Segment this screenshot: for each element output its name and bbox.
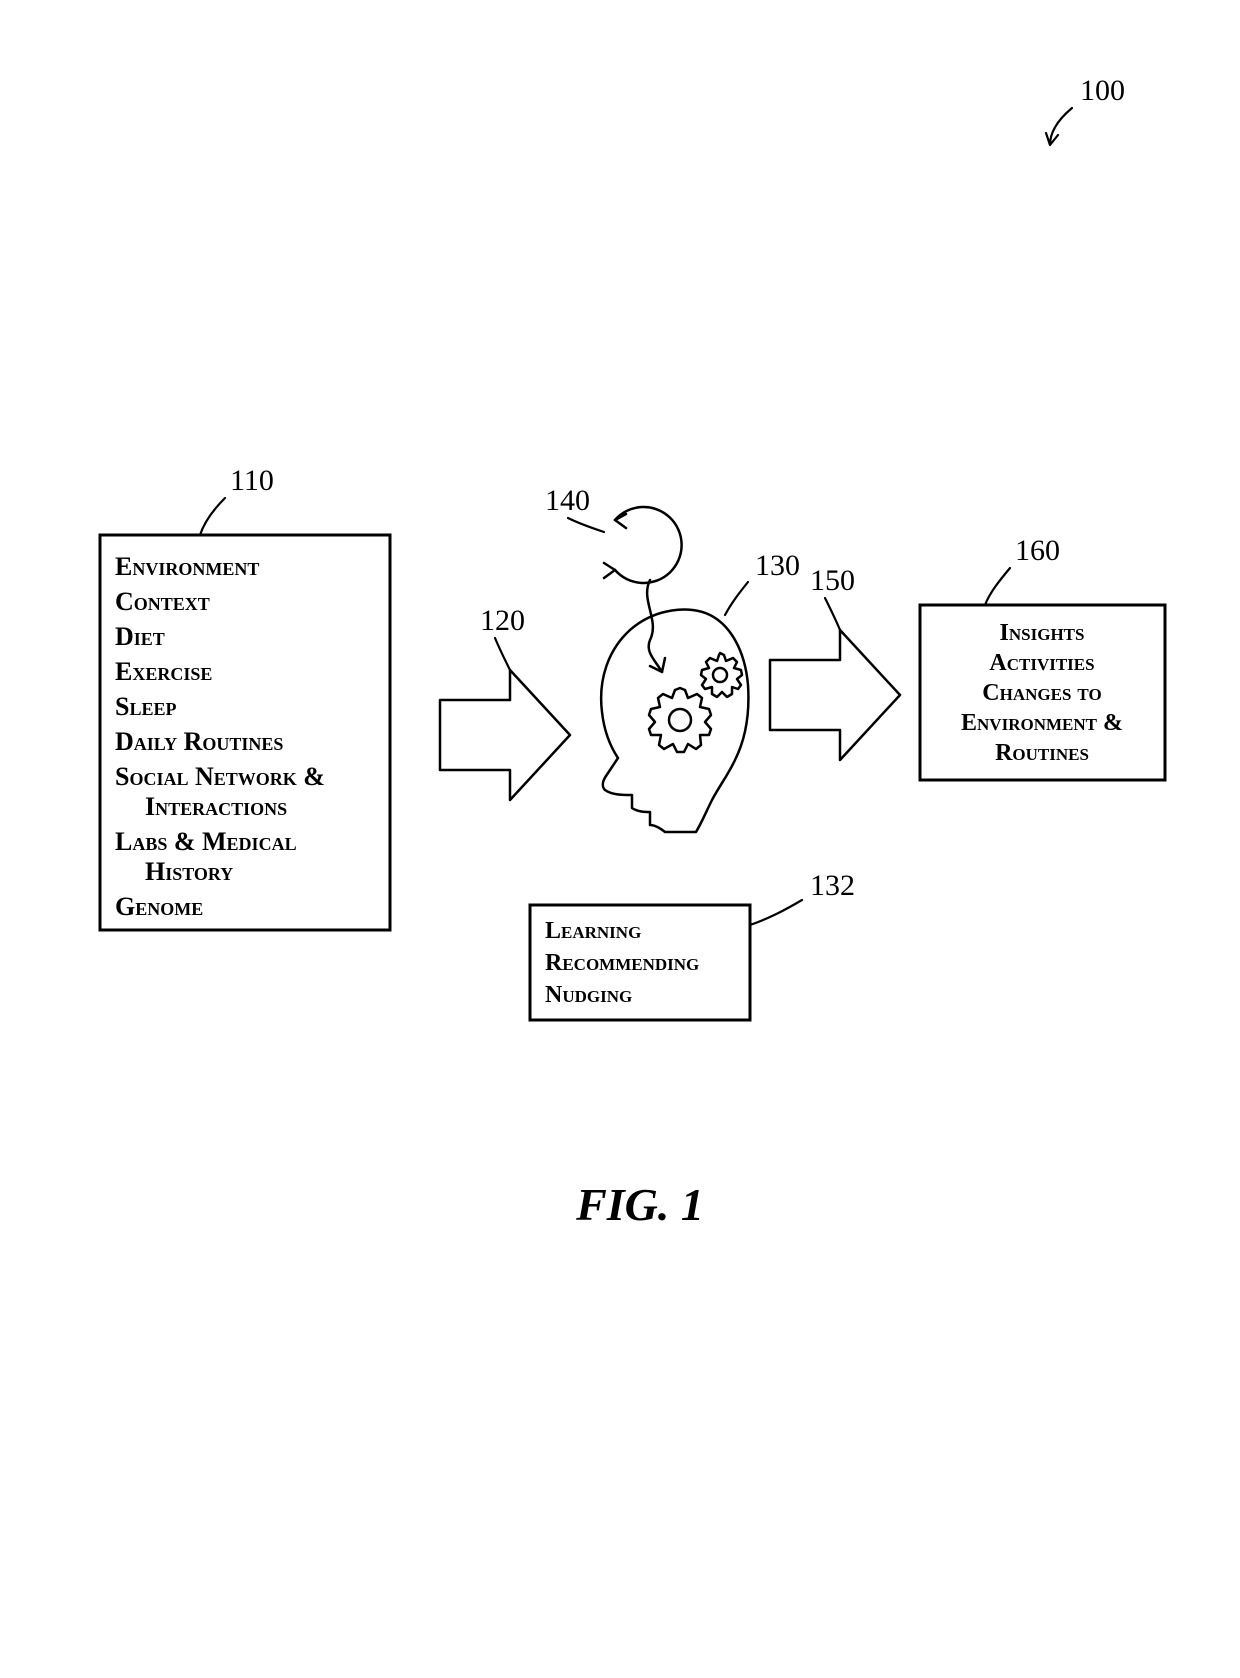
ref-100: 100 xyxy=(1080,74,1125,107)
figure-caption: FIG. 1 xyxy=(575,1179,704,1230)
outputs-box-text: Insights Activities Changes to Environme… xyxy=(961,620,1123,766)
svg-text:Genome: Genome xyxy=(115,892,203,921)
svg-text:Diet: Diet xyxy=(115,622,165,651)
svg-text:Interactions: Interactions xyxy=(145,792,287,821)
svg-text:Changes to: Changes to xyxy=(982,680,1101,706)
svg-text:Routines: Routines xyxy=(995,740,1089,766)
ref-150: 150 xyxy=(810,564,855,597)
svg-text:Labs & Medical: Labs & Medical xyxy=(115,827,297,856)
ref-132-leader xyxy=(750,900,802,925)
ref-160: 160 xyxy=(1015,534,1060,567)
ref-132: 132 xyxy=(810,869,855,902)
svg-text:Activities: Activities xyxy=(989,650,1094,676)
ref-120-leader xyxy=(495,638,510,670)
svg-text:Daily Routines: Daily Routines xyxy=(115,727,283,756)
ref-140-leader xyxy=(568,518,604,532)
ref-130-leader xyxy=(725,582,748,615)
arrow-120 xyxy=(440,670,570,800)
processes-box-text: Learning Recommending Nudging xyxy=(545,918,699,1008)
svg-text:Sleep: Sleep xyxy=(115,692,176,721)
svg-text:Social Network &: Social Network & xyxy=(115,762,325,791)
ref-100-leader xyxy=(1046,108,1072,145)
head-icon xyxy=(601,610,748,832)
figure-1-diagram: 100 Environment Context Diet Exercise Sl… xyxy=(0,0,1240,1678)
svg-text:Nudging: Nudging xyxy=(545,982,632,1008)
svg-text:Insights: Insights xyxy=(1000,620,1085,646)
ref-130: 130 xyxy=(755,549,800,582)
ref-110: 110 xyxy=(230,464,274,497)
ref-110-leader xyxy=(200,498,225,535)
ref-160-leader xyxy=(985,568,1010,605)
svg-text:Context: Context xyxy=(115,587,210,616)
svg-text:Environment: Environment xyxy=(115,552,259,581)
svg-text:Recommending: Recommending xyxy=(545,950,699,976)
ref-150-leader xyxy=(825,598,840,630)
ref-140: 140 xyxy=(545,484,590,517)
svg-text:Exercise: Exercise xyxy=(115,657,212,686)
svg-text:Environment &: Environment & xyxy=(961,710,1123,736)
arrow-150 xyxy=(770,630,900,760)
ref-120: 120 xyxy=(480,604,525,637)
inputs-box-text: Environment Context Diet Exercise Sleep … xyxy=(115,552,325,921)
svg-text:Learning: Learning xyxy=(545,918,641,944)
svg-text:History: History xyxy=(145,857,233,886)
